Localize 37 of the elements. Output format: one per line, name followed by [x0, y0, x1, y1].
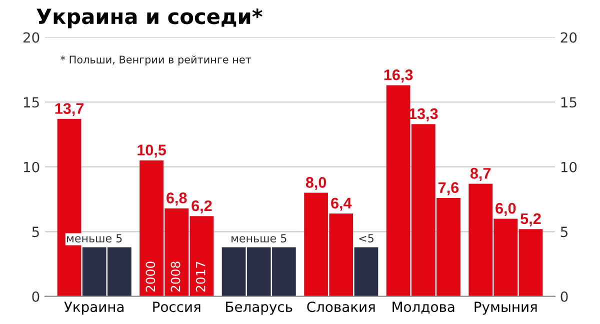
series-label: 2000 [146, 262, 156, 292]
x-tick-label: Беларусь [226, 302, 292, 315]
data-label: 6,0 [496, 202, 516, 216]
y2-tick-label: 5 [560, 226, 568, 238]
data-label: 6,8 [166, 192, 187, 206]
chart-title: Украина и соседи* [36, 8, 262, 28]
y-tick-label: 15 [24, 97, 39, 108]
x-tick-label: Молдова [392, 302, 454, 314]
annotation: меньше 5 [67, 234, 122, 242]
data-label: 13,3 [409, 108, 438, 122]
y2-tick-label: 10 [561, 162, 577, 172]
data-label: 6,4 [331, 198, 352, 211]
bar [354, 247, 378, 296]
data-label: 10,5 [138, 144, 166, 158]
data-label: 13,7 [55, 103, 84, 116]
y-tick-label: 5 [32, 226, 39, 238]
annotation: * Польши, Венгрии в рейтинге нет [60, 55, 252, 66]
x-tick-label: Словакия [307, 302, 375, 312]
y2-tick-label: 15 [561, 97, 576, 108]
annotation: меньше 5 [232, 234, 286, 242]
y-tick-label: 10 [24, 162, 40, 172]
y-tick-label: 20 [23, 32, 40, 43]
data-label: 6,2 [192, 200, 212, 214]
y2-tick-label: 0 [560, 291, 568, 302]
data-label: <5 [359, 234, 374, 242]
data-label: 8,0 [306, 177, 326, 190]
series-label: 2008 [170, 262, 180, 292]
x-tick-label: Румыния [474, 302, 537, 315]
data-label: 7,6 [438, 182, 459, 196]
y-tick-label: 0 [32, 291, 40, 302]
data-label: 16,3 [384, 69, 413, 82]
data-label: 8,7 [470, 168, 491, 181]
x-tick-label: Украина [64, 302, 124, 315]
data-label: 5,2 [520, 213, 541, 226]
series-label: 2017 [196, 262, 206, 292]
x-tick-label: Россия [153, 302, 200, 312]
y2-tick-label: 20 [560, 32, 577, 43]
